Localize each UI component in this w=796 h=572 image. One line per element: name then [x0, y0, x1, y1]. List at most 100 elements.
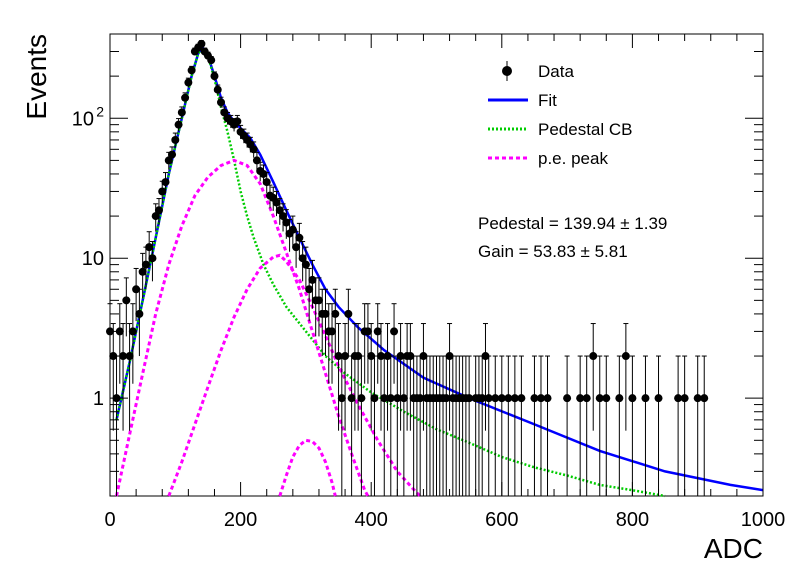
data-point [563, 394, 572, 403]
data-point [399, 394, 408, 403]
data-point [282, 218, 291, 227]
data-point [249, 145, 258, 154]
data-point [693, 394, 702, 403]
data-point [354, 352, 363, 361]
data-point [314, 296, 323, 305]
points-layer [106, 39, 709, 496]
legend-label: p.e. peak [538, 149, 608, 168]
data-point [197, 39, 206, 48]
data-point [465, 394, 474, 403]
data-point [582, 394, 591, 403]
data-point [628, 394, 637, 403]
data-point [344, 309, 353, 318]
data-point [122, 296, 131, 305]
data-point [331, 309, 340, 318]
data-point [217, 98, 226, 107]
data-point [334, 352, 343, 361]
data-point [602, 394, 611, 403]
data-point [262, 178, 271, 187]
data-point [543, 394, 552, 403]
data-point [363, 327, 372, 336]
data-point [138, 267, 147, 276]
x-tick-label: 200 [224, 509, 257, 531]
data-point [589, 352, 598, 361]
legend-label: Pedestal CB [538, 120, 633, 139]
data-point [416, 394, 425, 403]
x-tick-label: 1000 [741, 509, 786, 531]
data-point [298, 254, 307, 263]
data-point [376, 352, 385, 361]
data-point [272, 198, 281, 207]
data-point [445, 352, 454, 361]
data-point [654, 394, 663, 403]
data-point [135, 309, 144, 318]
data-point [154, 206, 163, 215]
data-point [406, 352, 415, 361]
data-point [536, 394, 545, 403]
data-point [145, 243, 154, 252]
series-line-pedestal-cb [115, 45, 666, 498]
x-tick-label: 400 [355, 509, 388, 531]
data-point [530, 394, 539, 403]
data-point [390, 327, 399, 336]
data-point [125, 352, 134, 361]
data-point [367, 352, 376, 361]
y-tick-label: 1 [93, 388, 104, 410]
data-point [301, 260, 310, 269]
data-point [497, 394, 506, 403]
data-point [119, 352, 128, 361]
data-point [115, 327, 124, 336]
data-point [337, 394, 346, 403]
data-point [370, 394, 379, 403]
y-axis-title: Events [21, 34, 52, 120]
series-line-p-e-peak [115, 158, 370, 497]
data-point [295, 233, 304, 242]
data-point [132, 285, 141, 294]
data-point [517, 394, 526, 403]
gain-annotation: Gain = 53.83 ± 5.81 [478, 242, 628, 261]
data-point [621, 352, 630, 361]
data-point [292, 243, 301, 252]
data-point [386, 394, 395, 403]
data-point [233, 117, 242, 126]
data-point [148, 254, 157, 263]
data-point [181, 93, 190, 102]
data-point [595, 394, 604, 403]
data-point [184, 78, 193, 87]
series-line-p-e-peak [167, 253, 422, 498]
data-point [700, 394, 709, 403]
y-tick-label: 10 [72, 108, 94, 130]
data-point [171, 135, 180, 144]
data-point [680, 394, 689, 403]
data-point [328, 327, 337, 336]
data-point [321, 309, 330, 318]
data-point [210, 72, 219, 81]
data-point [213, 85, 222, 94]
data-point [141, 260, 150, 269]
data-point [504, 394, 513, 403]
data-point [380, 394, 389, 403]
data-point [174, 120, 183, 129]
x-tick-label: 800 [616, 509, 649, 531]
data-point [641, 394, 650, 403]
legend-marker-data [502, 66, 512, 76]
data-point [491, 394, 500, 403]
data-point [347, 394, 356, 403]
x-axis-title: ADC [704, 533, 763, 564]
data-point [510, 394, 519, 403]
data-point [484, 394, 493, 403]
pedestal-annotation: Pedestal = 139.94 ± 1.39 [478, 214, 667, 233]
data-point [128, 327, 137, 336]
data-point [615, 394, 624, 403]
data-point [419, 352, 428, 361]
data-point [259, 169, 268, 178]
data-point [576, 394, 585, 403]
data-point [393, 394, 402, 403]
legend-label: Data [538, 62, 574, 81]
x-tick-label: 600 [485, 509, 518, 531]
data-point [161, 178, 170, 187]
data-point [383, 352, 392, 361]
data-point [341, 352, 350, 361]
